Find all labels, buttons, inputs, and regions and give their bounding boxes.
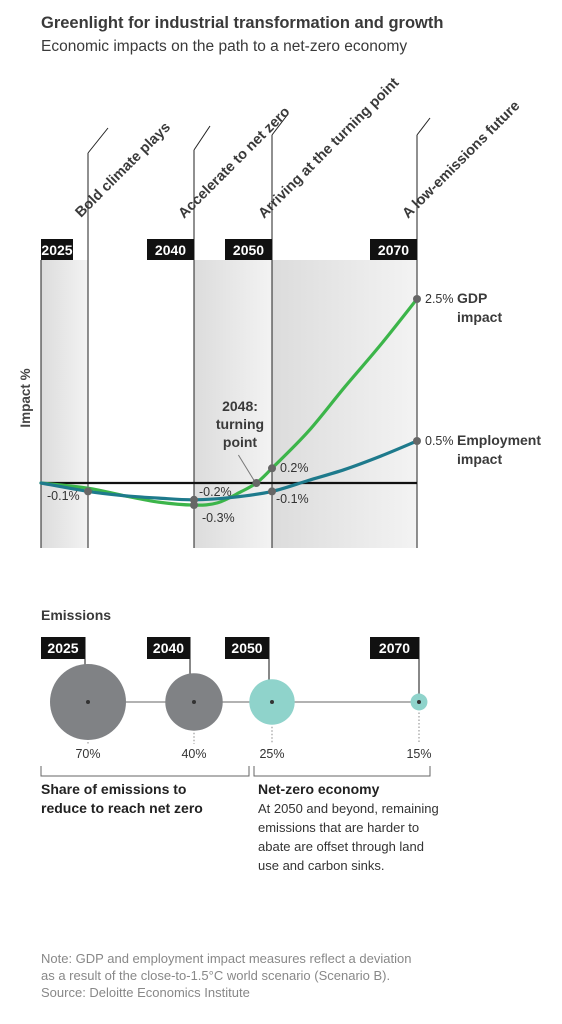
emissions-share-label: 15% xyxy=(406,747,431,761)
employment-impact-line xyxy=(39,439,419,502)
emissions-year-label: 2025 xyxy=(47,640,78,656)
year-box-label: 2025 xyxy=(41,242,72,258)
chart-subtitle: Economic impacts on the path to a net-ze… xyxy=(41,38,408,55)
emissions-bubble-center xyxy=(192,700,196,704)
data-point-label: -0.1% xyxy=(47,489,80,503)
data-point-marker xyxy=(413,295,421,303)
chart-title: Greenlight for industrial transformation… xyxy=(41,14,444,32)
share-of-emissions-line-1: Share of emissions to xyxy=(41,781,187,797)
emissions-year-box xyxy=(41,637,85,659)
data-point-label: 0.5% xyxy=(425,434,454,448)
year-box xyxy=(41,239,73,260)
footnote: Note: GDP and employment impact measures… xyxy=(41,950,511,1001)
employment-legend-label: impact xyxy=(457,451,502,467)
share-of-emissions-label: Share of emissions to reduce to reach ne… xyxy=(41,780,203,818)
phase-label: Arriving at the turning point xyxy=(256,75,403,222)
net-zero-economy-title: Net-zero economy xyxy=(258,781,380,797)
note-line-1: Note: GDP and employment impact measures… xyxy=(41,951,412,966)
emissions-share-label: 25% xyxy=(259,747,284,761)
source-line: Source: Deloitte Economics Institute xyxy=(41,985,250,1000)
emissions-year-label: 2050 xyxy=(231,640,262,656)
net-zero-text-line-2: emissions that are harder to xyxy=(258,820,420,835)
emissions-share-label: 40% xyxy=(181,747,206,761)
share-of-emissions-line-2: reduce to reach net zero xyxy=(41,800,203,816)
turning-point-label: 2048: xyxy=(222,398,258,414)
phase-leader-line xyxy=(416,117,431,136)
emissions-year-box xyxy=(147,637,190,659)
phase-leader-line xyxy=(271,113,289,136)
emissions-year-box xyxy=(225,637,269,659)
net-zero-bracket xyxy=(253,766,431,777)
net-zero-text-line-3: abate are offset through land xyxy=(258,839,424,854)
emissions-year-label: 2040 xyxy=(153,640,184,656)
net-zero-text-line-1: At 2050 and beyond, remaining xyxy=(258,801,439,816)
year-box xyxy=(370,239,417,260)
data-point-label: -0.3% xyxy=(202,511,235,525)
phase-leader-line xyxy=(87,127,109,154)
note-line-2: as a result of the close-to-1.5°C world … xyxy=(41,968,391,983)
turning-point-label: turning xyxy=(216,416,264,432)
year-box-label: 2040 xyxy=(155,242,186,258)
net-zero-text-line-4: use and carbon sinks. xyxy=(258,858,385,873)
turning-point-leader xyxy=(237,454,255,482)
data-point-marker xyxy=(190,495,198,504)
net-zero-economy-label: Net-zero economy xyxy=(258,780,379,799)
data-point-marker xyxy=(268,464,276,473)
gdp-legend-label: impact xyxy=(457,309,502,325)
year-box xyxy=(147,239,194,260)
turning-point-marker xyxy=(252,479,261,487)
data-point-label: -0.2% xyxy=(199,485,232,499)
emissions-year-label: 2070 xyxy=(379,640,410,656)
data-point-label: 2.5% xyxy=(425,292,454,306)
phase-label: A low-emissions future xyxy=(400,98,524,222)
net-zero-economy-description: At 2050 and beyond, remaining emissions … xyxy=(258,799,439,875)
data-point-marker xyxy=(413,437,421,445)
share-bracket xyxy=(40,766,250,777)
emissions-bubble-center xyxy=(417,700,421,704)
employment-legend-label: Employment xyxy=(457,432,541,448)
turning-point-label: point xyxy=(223,434,258,450)
data-point-marker xyxy=(84,487,92,496)
emissions-bubble-center xyxy=(270,700,274,704)
data-point-marker xyxy=(268,487,276,496)
data-point-label: 0.2% xyxy=(280,461,309,475)
phase-band xyxy=(272,260,417,548)
phase-band xyxy=(41,260,88,548)
emissions-bubble-center xyxy=(86,700,90,704)
data-point-label: -0.1% xyxy=(276,492,309,506)
phase-leader-line xyxy=(193,125,211,151)
emissions-year-box xyxy=(370,637,419,659)
year-box xyxy=(225,239,272,260)
emissions-share-label: 70% xyxy=(75,747,100,761)
year-box-label: 2050 xyxy=(233,242,264,258)
y-axis-label: Impact % xyxy=(18,368,33,427)
gdp-legend-label: GDP xyxy=(457,290,487,306)
year-box-label: 2070 xyxy=(378,242,409,258)
emissions-title: Emissions xyxy=(41,607,112,623)
